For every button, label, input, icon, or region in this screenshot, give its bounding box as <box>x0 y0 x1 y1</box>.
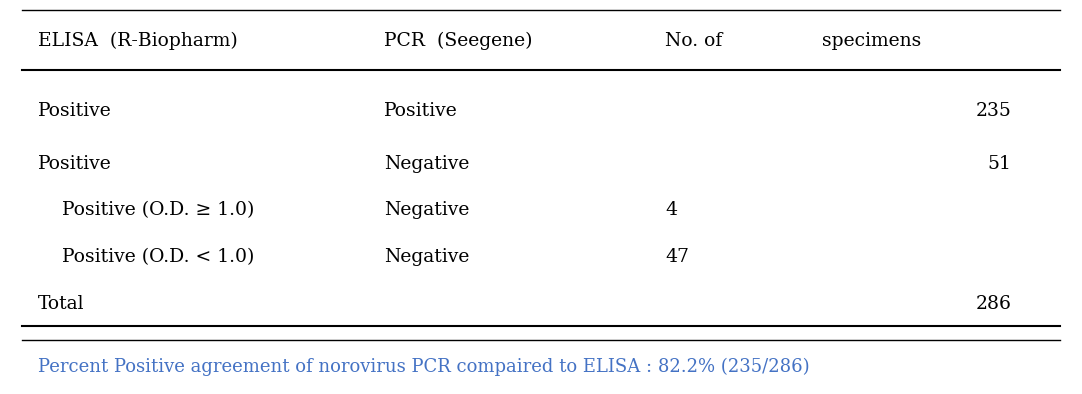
Text: 286: 286 <box>976 295 1012 313</box>
Text: 235: 235 <box>976 102 1012 120</box>
Text: No. of: No. of <box>665 32 723 50</box>
Text: Percent Positive agreement of norovirus PCR compaired to ELISA : 82.2% (235/286): Percent Positive agreement of norovirus … <box>38 358 809 376</box>
Text: PCR  (Seegene): PCR (Seegene) <box>384 32 532 50</box>
Text: Negative: Negative <box>384 155 470 173</box>
Text: 51: 51 <box>988 155 1012 173</box>
Text: 4: 4 <box>665 201 677 219</box>
Text: Positive (O.D. ≥ 1.0): Positive (O.D. ≥ 1.0) <box>38 201 254 219</box>
Text: Negative: Negative <box>384 248 470 266</box>
Text: specimens: specimens <box>822 32 922 50</box>
Text: 47: 47 <box>665 248 689 266</box>
Text: ELISA  (R-Biopharm): ELISA (R-Biopharm) <box>38 32 238 50</box>
Text: Positive: Positive <box>38 102 111 120</box>
Text: Positive: Positive <box>384 102 458 120</box>
Text: Total: Total <box>38 295 84 313</box>
Text: Positive (O.D. < 1.0): Positive (O.D. < 1.0) <box>38 248 254 266</box>
Text: Negative: Negative <box>384 201 470 219</box>
Text: Positive: Positive <box>38 155 111 173</box>
